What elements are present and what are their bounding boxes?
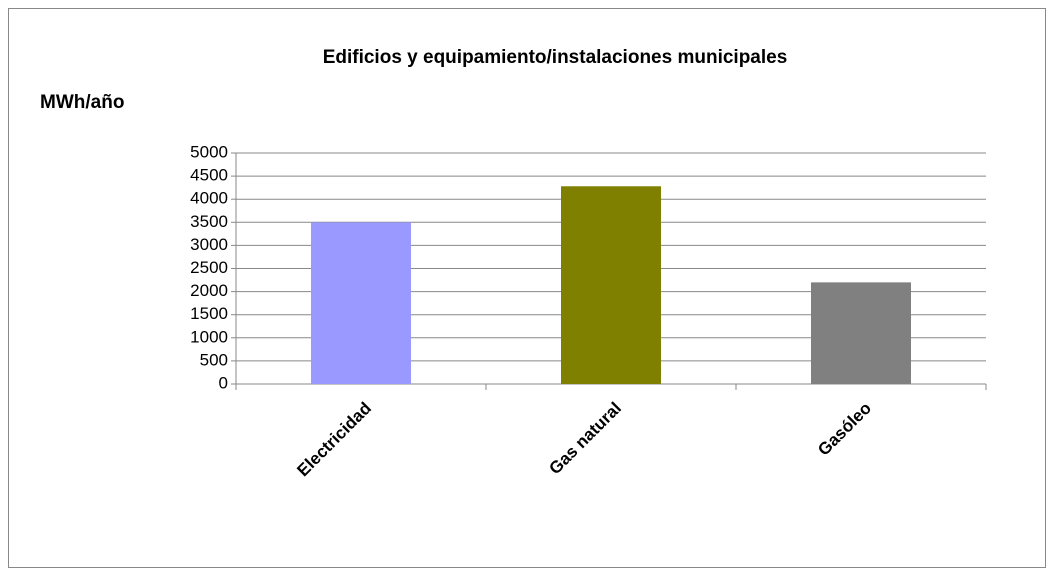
- bar: [561, 186, 661, 384]
- bar: [811, 282, 911, 384]
- y-tick-label: 1500: [190, 304, 228, 323]
- y-tick-label: 4500: [190, 166, 228, 185]
- y-tick-label: 2500: [190, 258, 228, 277]
- y-tick-label: 3000: [190, 235, 228, 254]
- y-tick-label: 3500: [190, 212, 228, 231]
- y-tick-label: 4000: [190, 189, 228, 208]
- bar: [311, 222, 411, 384]
- y-tick-label: 5000: [190, 142, 228, 161]
- y-tick-label: 0: [219, 373, 228, 392]
- y-tick-label: 2000: [190, 281, 228, 300]
- y-axis-label: MWh/año: [40, 92, 124, 113]
- y-tick-label: 500: [200, 350, 228, 369]
- y-tick-label: 1000: [190, 327, 228, 346]
- chart-title: Edificios y equipamiento/instalaciones m…: [323, 47, 788, 68]
